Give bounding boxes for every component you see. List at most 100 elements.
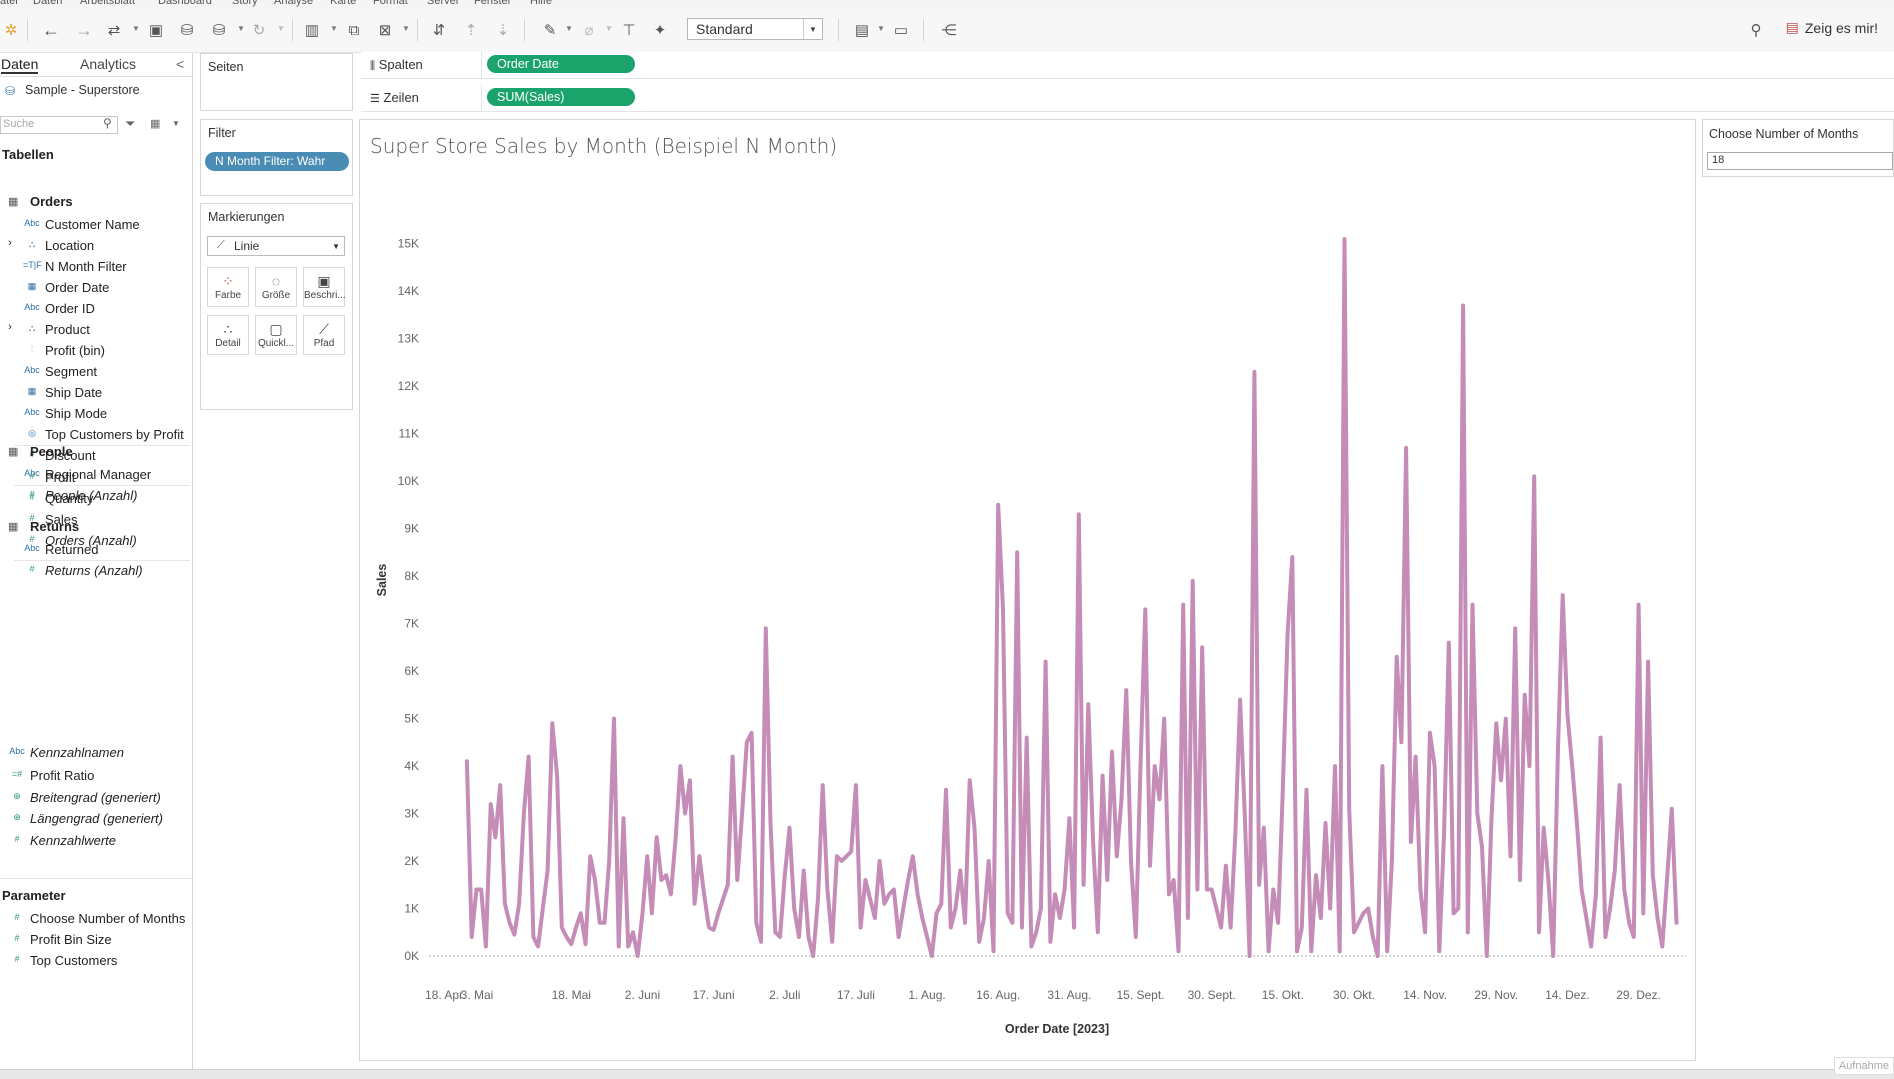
field-segment[interactable]: Abc Segment	[0, 362, 190, 382]
mark-type-select[interactable]: ⟋ Linie ▼	[207, 236, 345, 256]
field-choose-number-of-months[interactable]: # Choose Number of Months	[0, 909, 190, 929]
field-ship-date[interactable]: ▦ Ship Date	[0, 383, 190, 403]
clear-sheet-icon[interactable]: ⊠	[378, 22, 392, 39]
menu-item[interactable]: Dashboard	[158, 0, 212, 7]
chevron-down-icon[interactable]: ▼	[132, 24, 140, 33]
duplicate-sheet-icon[interactable]: ⧉	[348, 21, 360, 39]
field-returns-anzahl[interactable]: # Returns (Anzahl)	[0, 561, 190, 581]
collapse-pane-icon[interactable]: <	[176, 56, 185, 72]
field-discount[interactable]: # Discount	[0, 446, 190, 466]
field-kennzahlnamen[interactable]: Abc Kennzahlnamen	[0, 743, 190, 763]
chevron-down-icon[interactable]: ▼	[565, 24, 573, 33]
chevron-down-icon[interactable]: ▼	[277, 24, 285, 33]
columns-shelf[interactable]: ⫼ Spalten Order Date	[361, 52, 1894, 79]
new-worksheet-icon[interactable]: ▥	[304, 22, 320, 39]
number-of-months-input[interactable]: 18	[1707, 152, 1893, 170]
chevron-down-icon[interactable]: ▼	[330, 24, 338, 33]
field-customer-name[interactable]: Abc Customer Name	[0, 215, 190, 235]
sum-sales-pill[interactable]: SUM(Sales)	[487, 88, 635, 106]
presentation-mode-icon[interactable]: ▭	[893, 22, 909, 39]
field-ship-mode[interactable]: Abc Ship Mode	[0, 404, 190, 424]
new-datasource-icon[interactable]: ⛁	[180, 22, 194, 39]
data-source-name[interactable]: Sample - Superstore	[25, 83, 140, 97]
show-labels-icon[interactable]: ⊤	[622, 22, 636, 39]
field-kennzahlwerte[interactable]: # Kennzahlwerte	[0, 831, 190, 851]
undo-icon[interactable]: ←	[42, 19, 60, 40]
redo-icon[interactable]: →	[75, 19, 93, 40]
menu-item[interactable]: Analyse	[274, 0, 314, 7]
order-date-pill[interactable]: Order Date	[487, 55, 635, 73]
lightbulb-icon[interactable]: ⚲	[1750, 22, 1762, 39]
replay-icon[interactable]: ⇄	[107, 22, 121, 39]
tableau-logo-icon[interactable]: ✲	[4, 22, 18, 39]
field-profit-ratio[interactable]: =# Profit Ratio	[0, 766, 190, 786]
filter-pill[interactable]: N Month Filter: Wahr	[205, 152, 349, 171]
chevron-down-icon[interactable]: ▼	[237, 24, 245, 33]
field-returned[interactable]: Abc Returned	[0, 540, 190, 560]
path-button[interactable]: ⟋ Pfad	[303, 315, 345, 355]
field-orders-anzahl[interactable]: # Orders (Anzahl)	[0, 531, 190, 551]
sales-line[interactable]	[464, 237, 1679, 958]
menu-item[interactable]: Arbeitsblatt	[80, 0, 136, 7]
show-cards-icon[interactable]: ▤	[854, 22, 870, 39]
expand-icon[interactable]: ›	[8, 237, 12, 249]
menu-item[interactable]: Story	[232, 0, 258, 7]
sort-ascending-icon[interactable]: ⇡	[464, 22, 478, 39]
field-n-month-filter[interactable]: =T|F N Month Filter	[0, 257, 190, 277]
swap-rows-columns-icon[interactable]: ⇵	[432, 22, 446, 39]
field-order-date[interactable]: ▦ Order Date	[0, 278, 190, 298]
field-location[interactable]: › ⛬ Location	[0, 236, 190, 256]
rows-shelf[interactable]: ☰ Zeilen SUM(Sales)	[361, 85, 1894, 112]
group-icon[interactable]: ⌀	[584, 22, 594, 39]
menu-item[interactable]: Hilfe	[530, 0, 553, 7]
share-icon[interactable]: ⋲	[941, 22, 957, 39]
view-options-icon[interactable]: ▦	[150, 118, 161, 130]
chevron-down-icon[interactable]: ▼	[172, 119, 180, 128]
table-people[interactable]: People	[30, 444, 73, 459]
field-regional-manager[interactable]: Abc Regional Manager	[0, 465, 190, 485]
menu-item[interactable]: Fenster	[474, 0, 512, 7]
field-top-customers-by-profit[interactable]: ◎ Top Customers by Profit	[0, 425, 190, 445]
menu-item[interactable]: Daten	[33, 0, 63, 7]
marks-card[interactable]: Markierungen ⟋ Linie ▼ ⁘ Farbe ◌ Größe ▣ Be…	[200, 203, 353, 410]
sort-descending-icon[interactable]: ⇣	[496, 22, 510, 39]
tab-analytics[interactable]: Analytics	[80, 56, 137, 72]
chevron-down-icon[interactable]: ▼	[877, 24, 885, 33]
pause-updates-icon[interactable]: ⛁	[212, 22, 226, 39]
chevron-down-icon[interactable]: ▼	[605, 24, 613, 33]
tab-data[interactable]: Daten	[1, 56, 39, 74]
expand-icon[interactable]: ›	[8, 321, 12, 333]
menu-item[interactable]: Server	[427, 0, 460, 7]
tooltip-button[interactable]: ▢ Quickl...	[255, 315, 297, 355]
field-breitengrad-generiert[interactable]: ⊕ Breitengrad (generiert)	[0, 788, 190, 808]
field-sales[interactable]: # Sales	[0, 510, 190, 530]
field-search-input[interactable]: Suche	[0, 116, 118, 134]
field-top-customers[interactable]: # Top Customers	[0, 951, 190, 971]
menu-item[interactable]: Karte	[330, 0, 357, 7]
field-people-anzahl[interactable]: # People (Anzahl)	[0, 486, 190, 506]
color-button[interactable]: ⁘ Farbe	[207, 267, 249, 307]
filter-icon[interactable]: ⏷	[125, 116, 136, 131]
refresh-icon[interactable]: ↻	[252, 22, 266, 39]
field-product[interactable]: › ⛬ Product	[0, 320, 190, 340]
pages-card[interactable]: Seiten	[200, 53, 353, 111]
menu-item[interactable]: Format	[373, 0, 408, 7]
label-button[interactable]: ▣ Beschri...	[303, 267, 346, 307]
visualization-area[interactable]: Super Store Sales by Month (Beispiel N M…	[359, 119, 1696, 1061]
menu-item[interactable]: atei	[0, 0, 18, 7]
highlight-icon[interactable]: ✎	[543, 22, 557, 39]
field-l-ngengrad-generiert[interactable]: ⊕ Längengrad (generiert)	[0, 809, 190, 829]
field-profit-bin[interactable]: ⫶ Profit (bin)	[0, 341, 190, 361]
size-button[interactable]: ◌ Größe	[255, 267, 297, 307]
detail-button[interactable]: ∴ Detail	[207, 315, 249, 355]
show-me-button[interactable]: ▤ Zeig es mir!	[1786, 19, 1878, 36]
chevron-down-icon[interactable]: ▼	[402, 24, 410, 33]
table-orders[interactable]: Orders	[30, 194, 73, 209]
pin-icon[interactable]: ✦	[653, 22, 667, 39]
field-profit-bin-size[interactable]: # Profit Bin Size	[0, 930, 190, 950]
field-profit[interactable]: # Profit	[0, 468, 190, 488]
field-quantity[interactable]: # Quantity	[0, 489, 190, 509]
table-returns[interactable]: Returns	[30, 519, 80, 534]
field-order-id[interactable]: Abc Order ID	[0, 299, 190, 319]
save-icon[interactable]: ▣	[148, 22, 164, 39]
